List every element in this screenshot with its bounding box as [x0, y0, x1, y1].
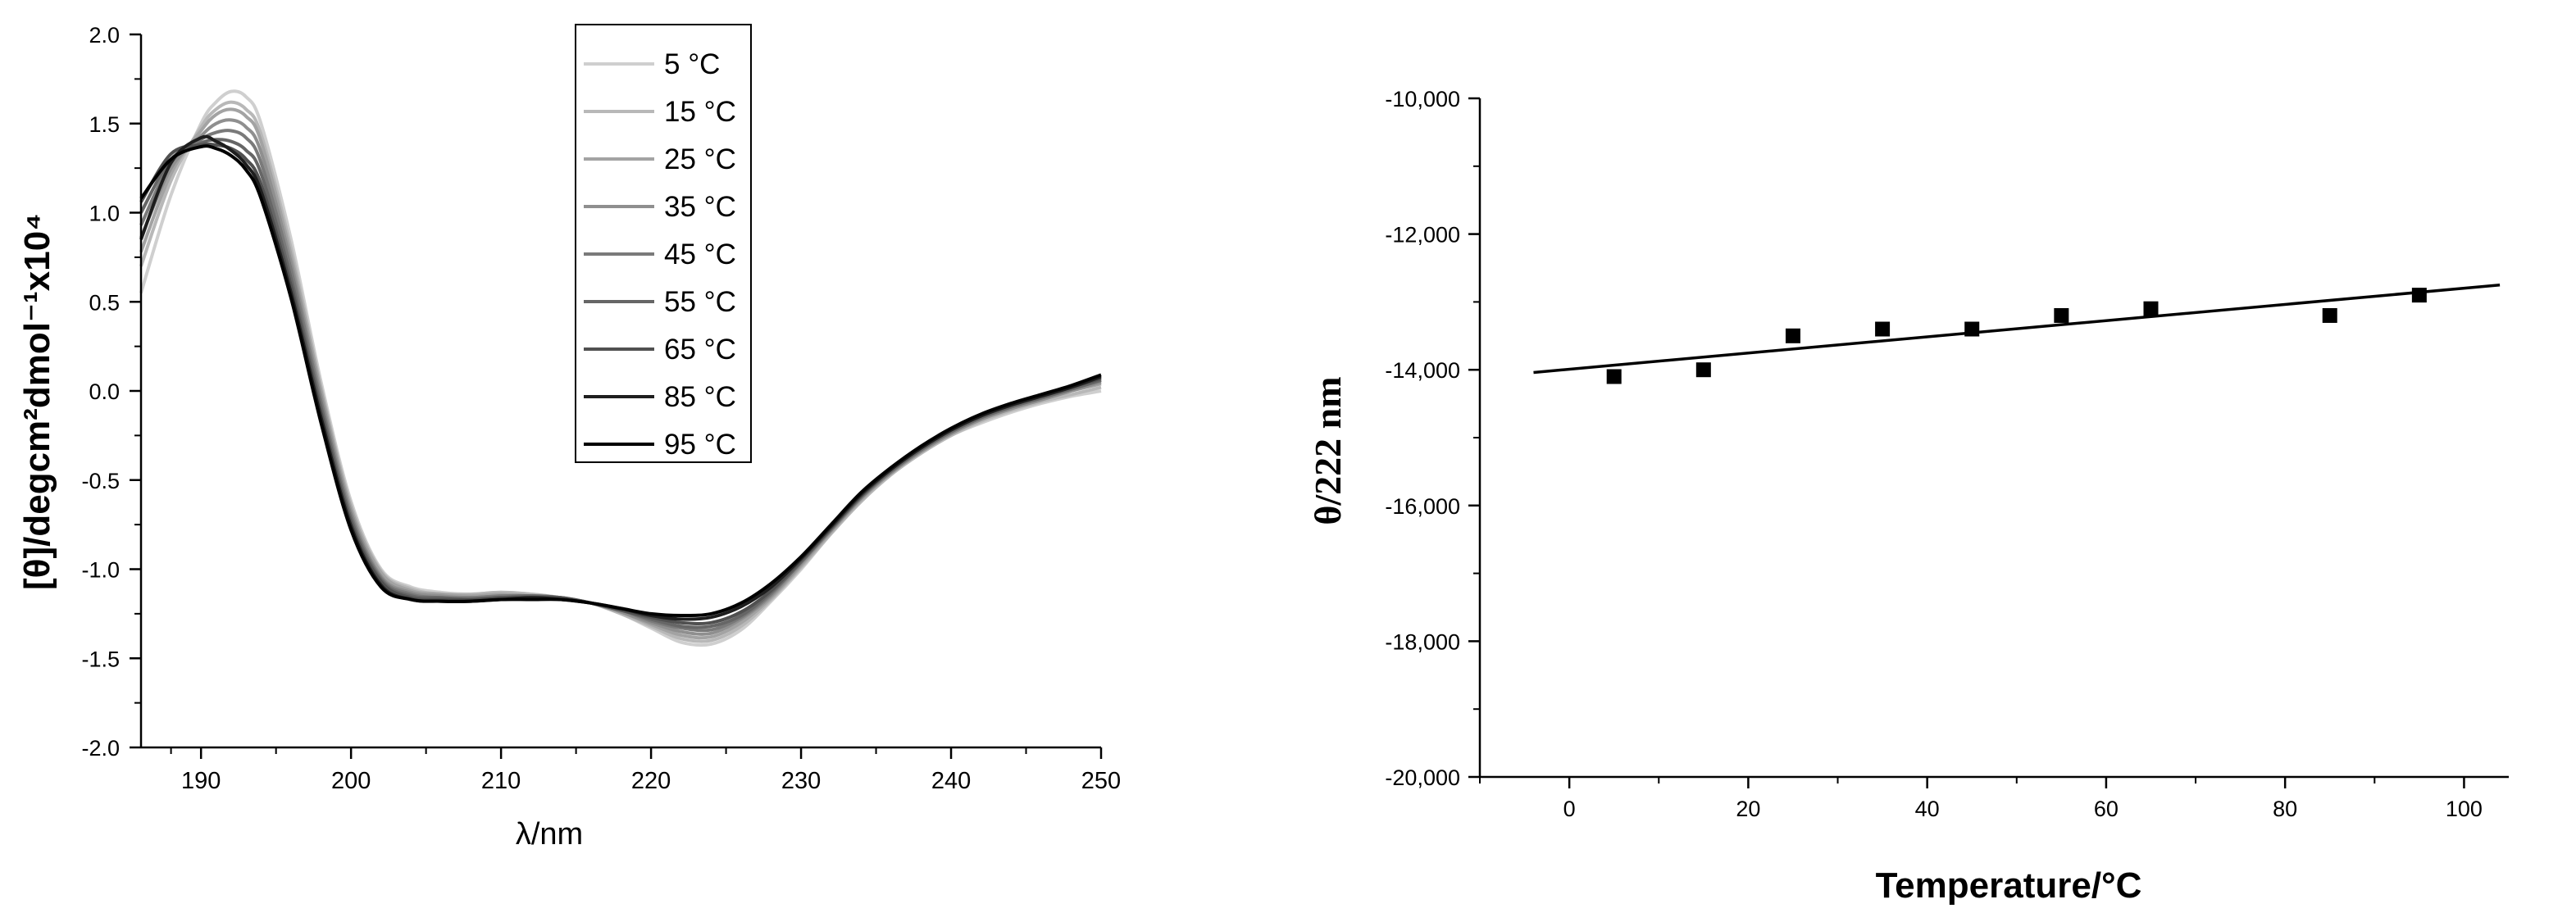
- cd-x-tick-label: 230: [781, 768, 821, 794]
- cd-x-tick-label: 240: [931, 768, 971, 794]
- cd-x-ticks: 190 200 210 220 230 240 250: [170, 747, 1121, 794]
- cd-y-tick-label: -2.0: [81, 736, 120, 761]
- cd-legend-label: 85 °C: [664, 381, 736, 413]
- theta-data-point: [1964, 321, 1980, 337]
- cd-y-tick-label: 2.0: [89, 23, 120, 48]
- cd-y-tick-label: -1.0: [81, 558, 120, 583]
- theta-x-tick-label: 80: [2273, 797, 2297, 821]
- theta-y-tick-label: -12,000: [1385, 223, 1460, 248]
- cd-x-tick-label: 210: [481, 768, 521, 794]
- cd-x-tick-label: 250: [1081, 768, 1121, 794]
- cd-y-tick-label: -0.5: [81, 469, 120, 493]
- theta-x-tick-label: 100: [2446, 797, 2483, 821]
- theta-y-ticks: -20,000 -18,000 -16,000 -14,000 -12,000 -10,0…: [1385, 87, 1480, 790]
- theta-x-tick-label: 40: [1915, 797, 1940, 821]
- theta-data-point: [2322, 307, 2337, 323]
- theta-points: [1606, 288, 2427, 384]
- theta-data-point: [1606, 369, 1622, 384]
- cd-legend-label: 95 °C: [664, 429, 736, 461]
- cd-x-axis-title: λ/nm: [516, 817, 583, 852]
- cd-legend-label: 55 °C: [664, 286, 736, 318]
- theta-x-axis-title: Temperature/°C: [1876, 865, 2142, 906]
- cd-y-tick-label: 1.0: [89, 202, 120, 226]
- cd-legend-label: 45 °C: [664, 238, 736, 270]
- theta-x-tick-label: 60: [2094, 797, 2119, 821]
- theta-data-point: [1875, 321, 1891, 337]
- theta-data-point: [2054, 307, 2069, 323]
- theta-y-tick-label: -18,000: [1385, 629, 1460, 654]
- theta-fit-line: [1533, 283, 2501, 375]
- cd-legend-label: 65 °C: [664, 334, 736, 366]
- theta-x-tick-label: 0: [1563, 797, 1576, 821]
- cd-y-tick-label: -1.5: [81, 647, 120, 671]
- cd-legend-label: 25 °C: [664, 143, 736, 175]
- cd-spectra-chart: -2.0 -1.5 -1.0 -0.5 0.0 0.5 1.0 1.5 2.0 190 200 21…: [17, 23, 1121, 852]
- theta-y-tick-label: -20,000: [1385, 765, 1460, 790]
- cd-series-lines: [139, 89, 1102, 647]
- theta-y-tick-label: -10,000: [1385, 87, 1460, 111]
- theta-y-tick-label: -16,000: [1385, 494, 1460, 519]
- cd-y-tick-label: 0.0: [89, 379, 120, 404]
- theta-y-axis-title: θ/222 nm: [1307, 376, 1349, 525]
- theta-data-point: [2411, 288, 2427, 303]
- theta-x-tick-label: 20: [1736, 797, 1760, 821]
- theta-data-point: [1785, 328, 1800, 343]
- theta-temperature-chart: -20,000 -18,000 -16,000 -14,000 -12,000 -10,0…: [1307, 87, 2509, 906]
- theta-fit-line-segment: [1533, 283, 2501, 375]
- cd-y-tick-label: 1.5: [89, 112, 120, 137]
- theta-axes: [1478, 98, 2509, 779]
- cd-x-tick-label: 190: [181, 768, 221, 794]
- cd-legend-label: 5 °C: [664, 48, 720, 80]
- cd-legend-frame: [575, 24, 752, 463]
- theta-data-point: [1695, 362, 1711, 378]
- cd-legend: 5 °C 15 °C 25 °C 35 °C 45 °C 55 °C 65 °C 85 °C 9…: [575, 24, 752, 463]
- cd-y-tick-label: 0.5: [89, 290, 120, 315]
- theta-x-ticks: 0 20 40 60 80 100: [1479, 777, 2483, 821]
- theta-data-point: [2143, 301, 2159, 316]
- cd-y-ticks: -2.0 -1.5 -1.0 -0.5 0.0 0.5 1.0 1.5 2.0: [81, 23, 141, 761]
- cd-legend-label: 15 °C: [664, 96, 736, 128]
- cd-series-line-9: [139, 144, 1102, 618]
- theta-y-tick-label: -14,000: [1385, 358, 1460, 383]
- cd-x-tick-label: 220: [631, 768, 671, 794]
- cd-x-tick-label: 200: [331, 768, 371, 794]
- cd-legend-label: 35 °C: [664, 191, 736, 223]
- cd-y-axis-title: [θ]/degcm²dmol⁻¹x10⁴: [17, 213, 57, 590]
